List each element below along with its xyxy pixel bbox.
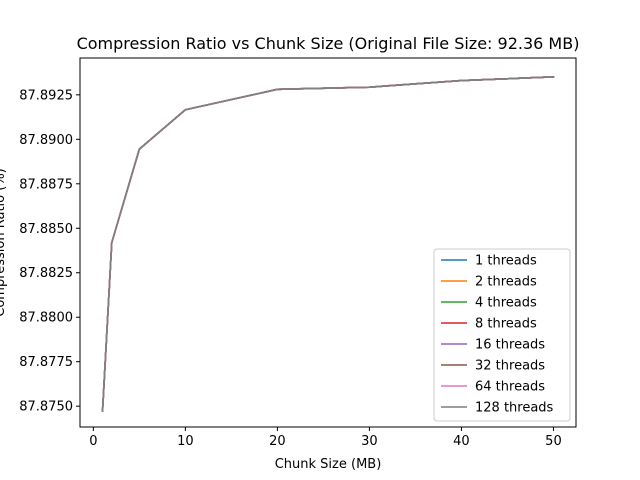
x-axis-label: Chunk Size (MB): [275, 457, 382, 472]
x-tick-label: 10: [177, 434, 194, 449]
x-tick-label: 40: [453, 434, 470, 449]
legend-entry-label: 2 threads: [475, 275, 537, 290]
legend-entry-label: 8 threads: [475, 317, 537, 332]
y-tick-label: 87.8875: [19, 177, 73, 192]
y-axis-label: Compression Ratio (%): [0, 168, 8, 317]
series-line: [101, 76, 555, 412]
chart-title: Compression Ratio vs Chunk Size (Origina…: [77, 34, 580, 53]
y-tick-label: 87.8775: [19, 355, 73, 370]
legend-entry-label: 128 threads: [475, 401, 554, 416]
y-tick-label: 87.8900: [19, 133, 73, 148]
legend-entry-label: 32 threads: [475, 359, 545, 374]
x-tick-label: 30: [361, 434, 378, 449]
y-axis: 87.8750 87.8775 87.8800 87.8825 87.8850 87.88…: [19, 88, 80, 415]
legend-box: [433, 248, 571, 422]
legend: 1 threads 2 threads 4 threads 8 threads 16 t…: [433, 248, 571, 422]
y-tick-label: 87.8850: [19, 222, 73, 237]
y-tick-label: 87.8825: [19, 266, 73, 281]
x-tick-label: 50: [545, 434, 562, 449]
plot-area-frame: [79, 57, 577, 428]
legend-entry-label: 1 threads: [475, 254, 537, 269]
x-axis: 0 10 20 30 40 50: [89, 427, 562, 449]
legend-entry-label: 64 threads: [475, 380, 545, 395]
y-tick-label: 87.8925: [19, 88, 73, 103]
y-tick-label: 87.8750: [19, 400, 73, 415]
x-tick-label: 0: [89, 434, 97, 449]
series-layer: [101, 76, 555, 412]
y-tick-label: 87.8800: [19, 311, 73, 326]
x-tick-label: 20: [269, 434, 286, 449]
legend-entry-label: 4 threads: [475, 296, 537, 311]
legend-entry-label: 16 threads: [475, 338, 545, 353]
